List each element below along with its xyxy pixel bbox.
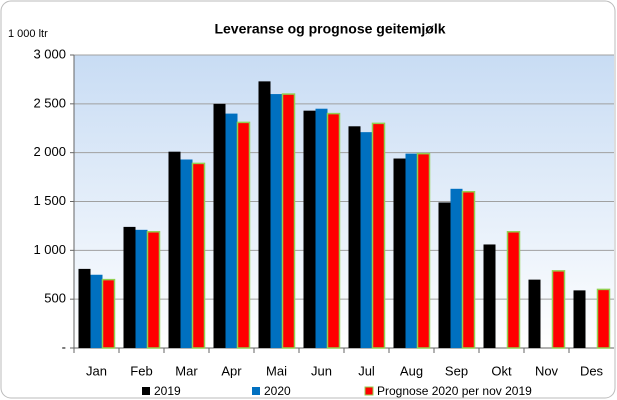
bar <box>393 158 406 348</box>
bar <box>90 274 103 348</box>
bar <box>258 81 271 349</box>
bar <box>483 244 496 348</box>
y-tick-label: - <box>62 339 66 354</box>
legend-label: 2020 <box>264 384 291 398</box>
x-tick-label: Jan <box>86 363 107 378</box>
chart-title: Leveranse og prognose geitemjølk <box>214 21 445 37</box>
bar <box>371 122 386 349</box>
bar <box>360 132 373 348</box>
y-tick-label: 500 <box>44 291 66 306</box>
x-tick-label: Aug <box>400 363 423 378</box>
bar <box>168 151 181 348</box>
x-tick-label: Des <box>580 363 604 378</box>
y-axis-label: 1 000 ltr <box>8 28 48 40</box>
bar <box>461 190 476 349</box>
bar <box>551 270 566 349</box>
bar <box>213 103 226 348</box>
legend-swatch <box>142 387 150 395</box>
bar <box>450 188 463 348</box>
bar <box>101 278 116 349</box>
x-tick-label: Jul <box>358 363 375 378</box>
x-tick-label: Mai <box>266 363 287 378</box>
bar <box>438 202 451 348</box>
bar <box>78 268 91 348</box>
bar <box>416 152 431 349</box>
y-tick-label: 2 500 <box>33 95 66 110</box>
bar <box>180 159 193 348</box>
legend-label: Prognose 2020 per nov 2019 <box>377 384 532 398</box>
bar <box>135 229 148 348</box>
bar <box>236 121 251 349</box>
bar <box>315 108 328 348</box>
x-tick-label: Sep <box>445 363 468 378</box>
bar <box>573 290 586 348</box>
legend-label: 2019 <box>154 384 181 398</box>
bar <box>348 126 361 349</box>
bar <box>303 110 316 348</box>
bar <box>405 153 418 348</box>
x-tick-label: Jun <box>311 363 332 378</box>
bar <box>123 226 136 348</box>
bar <box>146 231 161 349</box>
bar <box>281 93 296 349</box>
bar <box>326 112 341 349</box>
bar <box>528 279 541 348</box>
x-tick-label: Apr <box>221 363 242 378</box>
bar <box>596 288 611 349</box>
x-tick-label: Nov <box>535 363 559 378</box>
legend-swatch <box>252 387 260 395</box>
y-tick-label: 1 000 <box>33 242 66 257</box>
x-tick-label: Okt <box>491 363 512 378</box>
x-tick-label: Mar <box>175 363 198 378</box>
y-tick-label: 2 000 <box>33 144 66 159</box>
bar <box>191 162 206 349</box>
y-tick-label: 1 500 <box>33 193 66 208</box>
y-tick-label: 3 000 <box>33 46 66 61</box>
x-tick-label: Feb <box>130 363 152 378</box>
legend-swatch <box>364 386 374 396</box>
bar <box>270 94 283 348</box>
bar <box>225 113 238 348</box>
bar <box>506 231 521 349</box>
